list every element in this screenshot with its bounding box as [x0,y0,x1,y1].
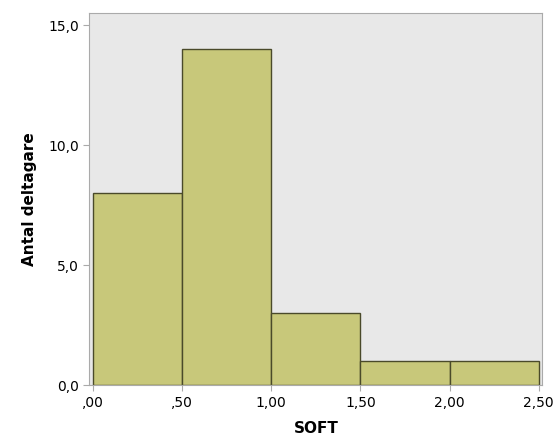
Bar [93,194,182,385]
X-axis label: SOFT: SOFT [293,421,338,436]
Y-axis label: Antal deltagare: Antal deltagare [22,133,37,266]
Bar [271,313,361,385]
Bar [449,361,539,385]
Bar [361,361,449,385]
Bar [182,49,271,385]
